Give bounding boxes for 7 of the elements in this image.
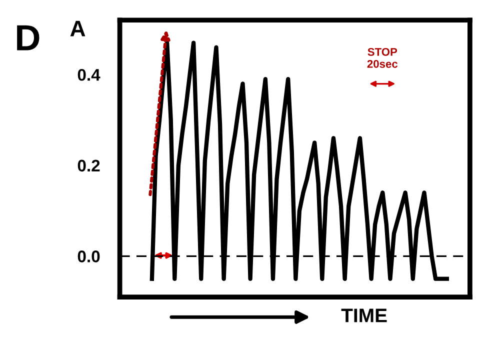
text: D [17,25,40,50]
annotation: STOP 20sec [367,48,398,68]
y-tick-label: 0.4 [78,68,100,81]
y-axis-title: A [70,20,86,36]
x-axis-title: TIME [341,308,387,322]
y-tick-label: 0.0 [78,250,100,262]
y-tick-label: 0.2 [78,160,100,172]
